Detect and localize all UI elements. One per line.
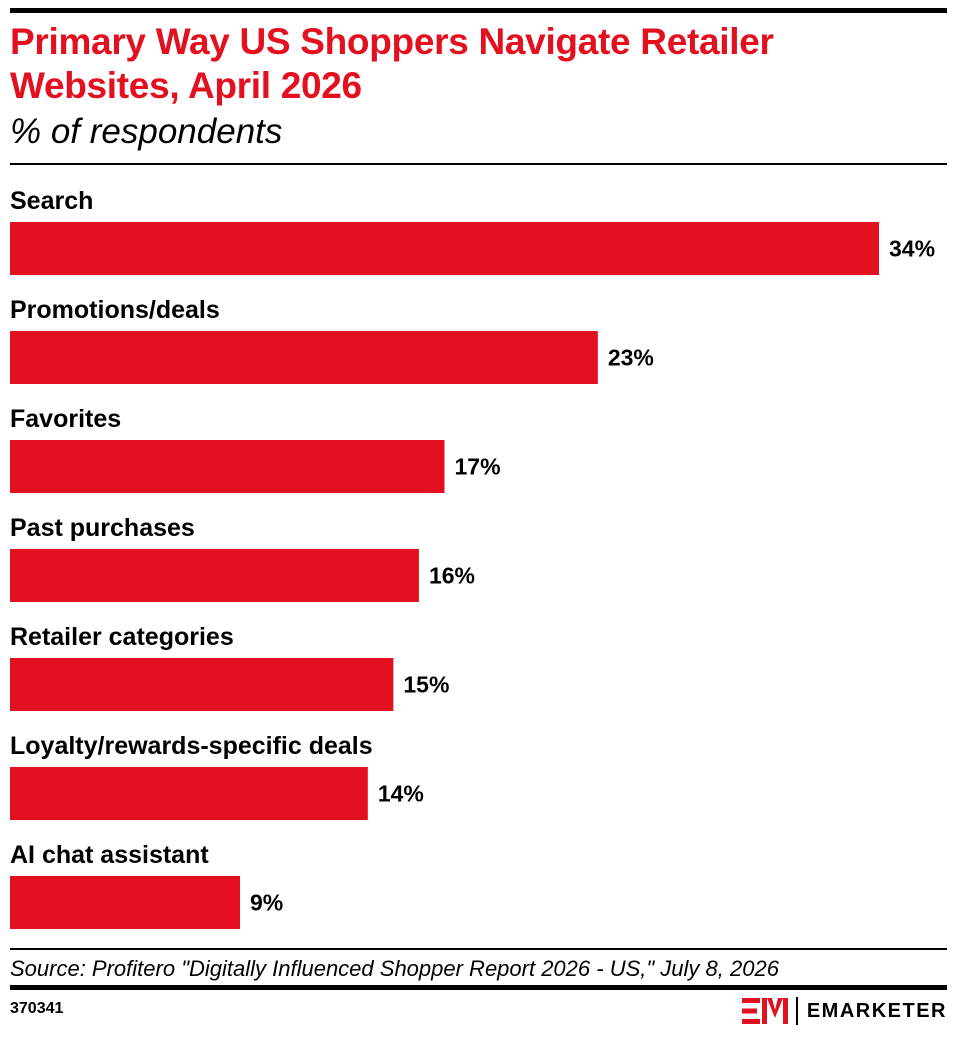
bar: [10, 440, 445, 493]
bar: [10, 658, 394, 711]
source-note: Source: Profitero "Digitally Influenced …: [10, 956, 779, 981]
bar-group: Past purchases 16%: [10, 514, 475, 602]
bar: [10, 549, 419, 602]
top-rule: [10, 8, 947, 13]
chart-subtitle: % of respondents: [10, 112, 283, 151]
bar-group: Favorites 17%: [10, 405, 501, 493]
bar: [10, 222, 879, 275]
bar-group: Search 34%: [10, 187, 935, 275]
bar: [10, 767, 368, 820]
bar-group: Retailer categories 15%: [10, 623, 449, 711]
category-label: Favorites: [10, 405, 121, 433]
bar-chart-svg: Search 34% Promotions/deals 23% Favorites 17%…: [10, 187, 935, 929]
em-logo-icon: [741, 998, 788, 1024]
value-label: 14%: [378, 781, 424, 807]
category-label: Search: [10, 187, 93, 215]
bar-chart: Search 34% Promotions/deals 23% Favorites 17%…: [0, 170, 956, 945]
value-label: 34%: [889, 236, 935, 262]
category-label: Promotions/deals: [10, 296, 220, 324]
chart-id: 370341: [10, 1000, 64, 1017]
chart-title: Primary Way US Shoppers Navigate Retaile…: [10, 21, 774, 106]
bar: [10, 876, 241, 929]
brand-logo[interactable]: EMARKETER: [741, 996, 947, 1026]
category-label: AI chat assistant: [10, 841, 209, 869]
category-label: Loyalty/rewards-specific deals: [10, 732, 373, 760]
bar-group: Promotions/deals 23%: [10, 296, 654, 384]
footer-rule: [10, 985, 947, 990]
value-label: 9%: [250, 890, 283, 916]
bar-group: AI chat assistant 9%: [10, 841, 283, 929]
value-label: 23%: [608, 345, 654, 371]
brand-name: EMARKETER: [806, 999, 947, 1022]
value-label: 17%: [455, 454, 501, 480]
category-label: Retailer categories: [10, 623, 234, 651]
header-rule: [10, 163, 947, 165]
bar: [10, 331, 598, 384]
value-label: 16%: [429, 563, 475, 589]
category-label: Past purchases: [10, 514, 195, 542]
value-label: 15%: [403, 672, 449, 698]
brand-divider: [795, 997, 798, 1025]
source-rule: [10, 948, 947, 950]
